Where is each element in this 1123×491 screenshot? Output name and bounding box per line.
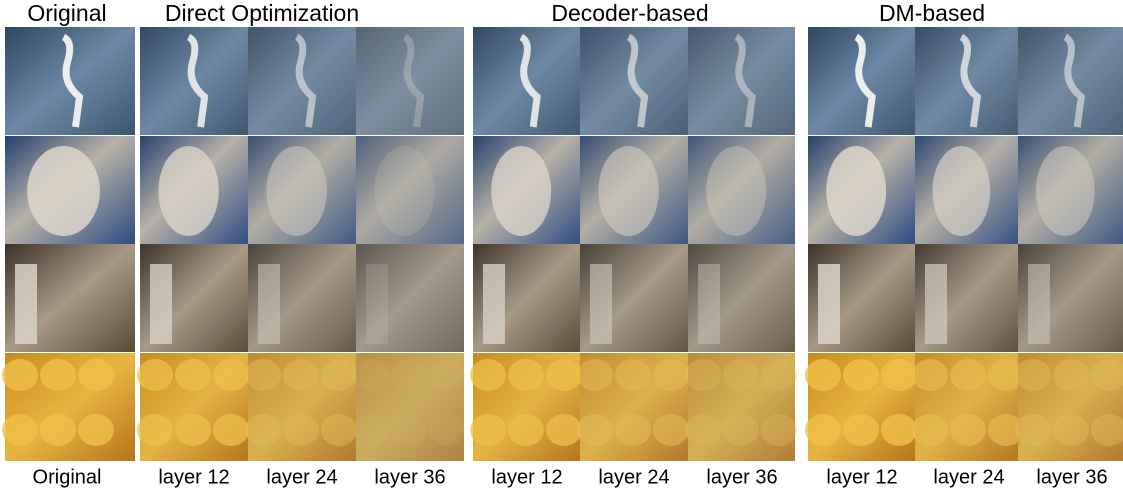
blur-overlay [140,27,248,135]
blur-overlay [1018,244,1123,352]
blur-overlay [1018,27,1123,135]
column-caption: layer 36 [706,466,777,488]
blur-overlay [473,244,580,352]
blur-overlay [473,353,580,461]
blur-overlay [140,353,248,461]
lemon-shape [881,359,917,391]
lemon-shape [843,414,879,446]
column-caption: layer 36 [1036,466,1107,488]
column-header: Direct Optimization [165,0,359,26]
blur-overlay [688,244,795,352]
blur-overlay [1018,136,1123,244]
lemon-shape [78,414,114,446]
lemon-shape [843,359,879,391]
blur-overlay [1018,353,1123,461]
blur-overlay [688,353,795,461]
image-grid [2,27,1123,461]
column-caption: layer 12 [158,466,229,488]
blur-overlay [248,353,356,461]
lemon-shape [78,359,114,391]
lemon-shape [40,414,76,446]
blur-overlay [580,27,688,135]
lemon-shape [40,359,76,391]
blur-overlay [248,136,356,244]
blur-overlay [915,244,1018,352]
column-caption: layer 24 [598,466,669,488]
column-caption: layer 24 [933,466,1004,488]
column-caption: layer 24 [266,466,337,488]
blur-overlay [688,27,795,135]
dog-shape [27,146,100,236]
blur-overlay [356,27,464,135]
blur-overlay [140,244,248,352]
blur-overlay [688,136,795,244]
blur-overlay [356,136,464,244]
blur-overlay [580,136,688,244]
figure: Original Direct Optimization Decoder-based… [0,0,1123,491]
blur-overlay [915,136,1018,244]
column-caption: layer 12 [826,466,897,488]
blur-overlay [473,27,580,135]
turnstile-shape [15,264,37,344]
turnstile-shape [818,264,840,344]
blur-overlay [140,136,248,244]
column-caption: layer 12 [491,466,562,488]
blur-overlay [915,27,1018,135]
dog-shape [826,146,886,236]
column-caption: layer 36 [374,466,445,488]
lemon-shape [881,414,917,446]
blur-overlay [580,353,688,461]
lemon-shape [2,359,38,391]
blur-overlay [248,27,356,135]
blur-overlay [580,244,688,352]
blur-overlay [473,136,580,244]
column-caption: Original [33,466,102,488]
blur-overlay [356,244,464,352]
blur-overlay [248,244,356,352]
blur-overlay [915,353,1018,461]
column-header: Decoder-based [551,0,708,26]
lemon-shape [805,414,841,446]
lemon-shape [805,359,841,391]
column-header: Original [27,0,106,26]
blur-overlay [356,353,464,461]
lemon-shape [2,414,38,446]
column-header: DM-based [879,0,985,26]
